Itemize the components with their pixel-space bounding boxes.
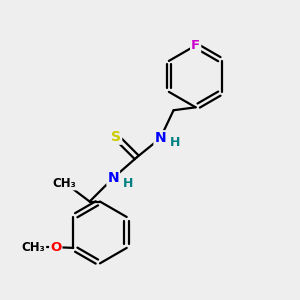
Text: F: F <box>191 39 200 52</box>
Text: N: N <box>154 131 166 145</box>
Text: H: H <box>170 136 180 149</box>
Text: CH₃: CH₃ <box>22 241 46 254</box>
Text: CH₃: CH₃ <box>53 177 76 190</box>
Text: H: H <box>123 177 133 190</box>
Text: S: S <box>111 130 121 144</box>
Text: O: O <box>50 241 61 254</box>
Text: N: N <box>107 171 119 185</box>
